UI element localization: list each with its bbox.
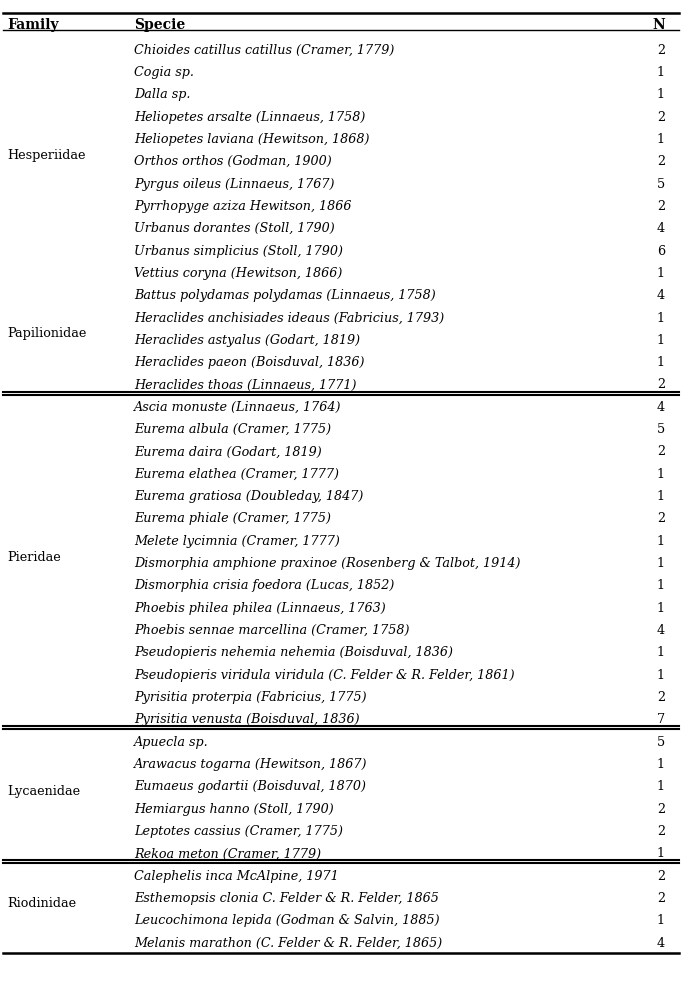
Text: Riodinidae: Riodinidae: [7, 896, 76, 909]
Text: Eurema elathea (Cramer, 1777): Eurema elathea (Cramer, 1777): [134, 468, 340, 481]
Text: 2: 2: [657, 691, 665, 704]
Text: Melete lycimnia (Cramer, 1777): Melete lycimnia (Cramer, 1777): [134, 535, 340, 548]
Text: 1: 1: [657, 535, 665, 548]
Text: 2: 2: [657, 378, 665, 391]
Text: 1: 1: [657, 669, 665, 682]
Text: Pyrisitia proterpia (Fabricius, 1775): Pyrisitia proterpia (Fabricius, 1775): [134, 691, 367, 704]
Text: Heraclides thoas (Linnaeus, 1771): Heraclides thoas (Linnaeus, 1771): [134, 378, 357, 391]
Text: Dalla sp.: Dalla sp.: [134, 88, 191, 101]
Text: 1: 1: [657, 647, 665, 660]
Text: Cogia sp.: Cogia sp.: [134, 66, 194, 79]
Text: Pieridae: Pieridae: [7, 551, 61, 564]
Text: 1: 1: [657, 334, 665, 347]
Text: 2: 2: [657, 512, 665, 525]
Text: N: N: [652, 18, 665, 32]
Text: Leucochimona lepida (Godman & Salvin, 1885): Leucochimona lepida (Godman & Salvin, 18…: [134, 914, 440, 927]
Text: 1: 1: [657, 66, 665, 79]
Text: 1: 1: [657, 557, 665, 570]
Text: Pyrisitia venusta (Boisduval, 1836): Pyrisitia venusta (Boisduval, 1836): [134, 714, 360, 727]
Text: Dismorphia crisia foedora (Lucas, 1852): Dismorphia crisia foedora (Lucas, 1852): [134, 580, 395, 593]
Text: Lycaenidae: Lycaenidae: [7, 785, 80, 798]
Text: 5: 5: [657, 736, 665, 748]
Text: Papilionidae: Papilionidae: [7, 327, 86, 340]
Text: 4: 4: [657, 624, 665, 637]
Text: 1: 1: [657, 580, 665, 593]
Text: 1: 1: [657, 847, 665, 860]
Text: 5: 5: [657, 178, 665, 191]
Text: Heraclides astyalus (Godart, 1819): Heraclides astyalus (Godart, 1819): [134, 334, 360, 347]
Text: Esthemopsis clonia C. Felder & R. Felder, 1865: Esthemopsis clonia C. Felder & R. Felder…: [134, 892, 439, 905]
Text: Heliopetes arsalte (Linnaeus, 1758): Heliopetes arsalte (Linnaeus, 1758): [134, 111, 366, 124]
Text: Phoebis philea philea (Linnaeus, 1763): Phoebis philea philea (Linnaeus, 1763): [134, 602, 386, 615]
Text: 1: 1: [657, 490, 665, 503]
Text: 4: 4: [657, 401, 665, 414]
Text: Orthos orthos (Godman, 1900): Orthos orthos (Godman, 1900): [134, 156, 332, 169]
Text: 1: 1: [657, 757, 665, 771]
Text: Ascia monuste (Linnaeus, 1764): Ascia monuste (Linnaeus, 1764): [134, 401, 342, 414]
Text: Heraclides paeon (Boisduval, 1836): Heraclides paeon (Boisduval, 1836): [134, 356, 365, 369]
Text: Phoebis sennae marcellina (Cramer, 1758): Phoebis sennae marcellina (Cramer, 1758): [134, 624, 410, 637]
Text: 1: 1: [657, 780, 665, 793]
Text: Urbanus simplicius (Stoll, 1790): Urbanus simplicius (Stoll, 1790): [134, 245, 343, 257]
Text: Eumaeus godartii (Boisduval, 1870): Eumaeus godartii (Boisduval, 1870): [134, 780, 367, 793]
Text: 2: 2: [657, 200, 665, 213]
Text: 2: 2: [657, 445, 665, 458]
Text: 4: 4: [657, 936, 665, 949]
Text: Vettius coryna (Hewitson, 1866): Vettius coryna (Hewitson, 1866): [134, 266, 342, 279]
Text: 2: 2: [657, 802, 665, 815]
Text: 1: 1: [657, 914, 665, 927]
Text: 6: 6: [657, 245, 665, 257]
Text: Battus polydamas polydamas (Linnaeus, 1758): Battus polydamas polydamas (Linnaeus, 17…: [134, 289, 436, 302]
Text: Heliopetes laviana (Hewitson, 1868): Heliopetes laviana (Hewitson, 1868): [134, 133, 370, 146]
Text: 1: 1: [657, 88, 665, 101]
Text: 4: 4: [657, 289, 665, 302]
Text: Apuecla sp.: Apuecla sp.: [134, 736, 209, 748]
Text: Leptotes cassius (Cramer, 1775): Leptotes cassius (Cramer, 1775): [134, 825, 343, 838]
Text: 1: 1: [657, 602, 665, 615]
Text: Specie: Specie: [134, 18, 185, 32]
Text: Pyrgus oileus (Linnaeus, 1767): Pyrgus oileus (Linnaeus, 1767): [134, 178, 335, 191]
Text: Eurema albula (Cramer, 1775): Eurema albula (Cramer, 1775): [134, 423, 331, 436]
Text: Pseudopieris nehemia nehemia (Boisduval, 1836): Pseudopieris nehemia nehemia (Boisduval,…: [134, 647, 453, 660]
Text: 2: 2: [657, 44, 665, 57]
Text: Eurema phiale (Cramer, 1775): Eurema phiale (Cramer, 1775): [134, 512, 331, 525]
Text: 1: 1: [657, 468, 665, 481]
Text: 4: 4: [657, 223, 665, 236]
Text: Heraclides anchisiades ideaus (Fabricius, 1793): Heraclides anchisiades ideaus (Fabricius…: [134, 311, 444, 324]
Text: 2: 2: [657, 111, 665, 124]
Text: Pseudopieris viridula viridula (C. Felder & R. Felder, 1861): Pseudopieris viridula viridula (C. Felde…: [134, 669, 515, 682]
Text: Arawacus togarna (Hewitson, 1867): Arawacus togarna (Hewitson, 1867): [134, 757, 368, 771]
Text: Pyrrhopyge aziza Hewitson, 1866: Pyrrhopyge aziza Hewitson, 1866: [134, 200, 352, 213]
Text: 7: 7: [657, 714, 665, 727]
Text: 1: 1: [657, 266, 665, 279]
Text: 2: 2: [657, 156, 665, 169]
Text: 2: 2: [657, 825, 665, 838]
Text: Urbanus dorantes (Stoll, 1790): Urbanus dorantes (Stoll, 1790): [134, 223, 335, 236]
Text: Calephelis inca McAlpine, 1971: Calephelis inca McAlpine, 1971: [134, 869, 339, 882]
Text: Eurema daira (Godart, 1819): Eurema daira (Godart, 1819): [134, 445, 322, 458]
Text: Hesperiidae: Hesperiidae: [7, 149, 85, 162]
Text: Family: Family: [7, 18, 59, 32]
Text: 2: 2: [657, 869, 665, 882]
Text: 1: 1: [657, 311, 665, 324]
Text: Hemiargus hanno (Stoll, 1790): Hemiargus hanno (Stoll, 1790): [134, 802, 334, 815]
Text: Rekoa meton (Cramer, 1779): Rekoa meton (Cramer, 1779): [134, 847, 322, 860]
Text: 1: 1: [657, 356, 665, 369]
Text: 2: 2: [657, 892, 665, 905]
Text: Melanis marathon (C. Felder & R. Felder, 1865): Melanis marathon (C. Felder & R. Felder,…: [134, 936, 442, 949]
Text: Dismorphia amphione praxinoe (Rosenberg & Talbot, 1914): Dismorphia amphione praxinoe (Rosenberg …: [134, 557, 521, 570]
Text: 1: 1: [657, 133, 665, 146]
Text: Eurema gratiosa (Doubleday, 1847): Eurema gratiosa (Doubleday, 1847): [134, 490, 364, 503]
Text: Chioides catillus catillus (Cramer, 1779): Chioides catillus catillus (Cramer, 1779…: [134, 44, 395, 57]
Text: 5: 5: [657, 423, 665, 436]
